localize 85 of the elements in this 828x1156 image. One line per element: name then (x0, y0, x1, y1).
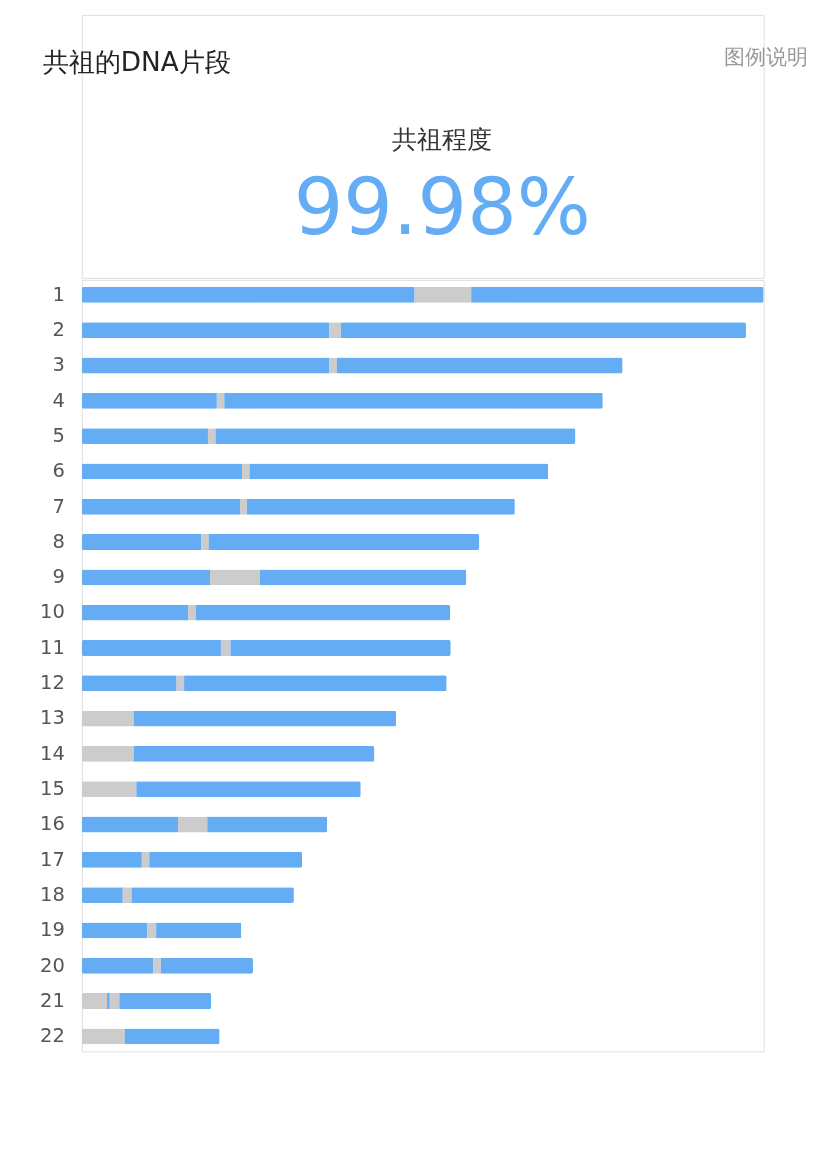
bar (81, 569, 211, 586)
bar (184, 675, 447, 692)
bar (133, 710, 397, 727)
y-tick-label: 5 (52, 423, 65, 447)
y-tick-label: 8 (52, 529, 65, 553)
bar (81, 993, 108, 1009)
bar (81, 357, 330, 374)
bar (81, 1028, 125, 1045)
bar (471, 286, 764, 303)
bar (220, 640, 231, 656)
bar (122, 887, 132, 904)
bar (242, 463, 250, 480)
y-tick-label: 2 (52, 318, 65, 342)
chart-title: 共祖的DNA片段 (42, 47, 231, 78)
bar (81, 534, 202, 550)
bar (329, 322, 341, 339)
bar (340, 322, 746, 339)
bar (329, 357, 337, 374)
bar (81, 957, 154, 974)
text: 共祖程度 (392, 124, 493, 155)
bar (107, 993, 110, 1009)
bar (246, 498, 515, 515)
bar (149, 851, 303, 868)
bar (133, 745, 375, 762)
bar (81, 286, 415, 303)
bar (215, 428, 576, 445)
bar (109, 993, 120, 1009)
y-tick-label: 12 (40, 671, 65, 695)
y-tick-label: 22 (40, 1024, 65, 1048)
bar (177, 816, 208, 833)
text: 99.98% (293, 162, 591, 253)
y-tick-label: 17 (40, 847, 65, 871)
bar (131, 887, 294, 904)
bar (81, 816, 178, 833)
y-tick-label: 10 (40, 600, 65, 624)
bar (81, 675, 177, 692)
y-tick-label: 13 (40, 706, 65, 730)
bar (188, 604, 196, 621)
y-tick-label: 4 (52, 388, 65, 412)
bar (207, 816, 328, 833)
y-tick-label: 15 (40, 777, 65, 801)
bar (81, 851, 142, 868)
text: 图例说明 (723, 43, 808, 69)
y-tick-label: 16 (40, 812, 65, 836)
y-tick-label: 18 (40, 882, 65, 906)
bar (81, 498, 241, 515)
bar (195, 604, 451, 621)
bar (81, 322, 330, 339)
y-tick-label: 7 (52, 494, 65, 518)
y-tick-label: 1 (52, 282, 65, 306)
bar (81, 922, 148, 939)
y-tick-label: 20 (40, 953, 65, 977)
bar (156, 922, 242, 939)
bar (249, 463, 549, 480)
bar (414, 286, 472, 303)
bar (240, 498, 247, 515)
bar (81, 640, 221, 656)
bar (124, 1028, 220, 1045)
bar (81, 745, 134, 762)
bar (160, 957, 253, 974)
y-tick-label: 21 (40, 988, 65, 1012)
bar (259, 569, 467, 586)
bar (81, 710, 134, 727)
bar (201, 534, 209, 550)
bar (208, 534, 480, 550)
bar (81, 392, 217, 409)
y-tick-label: 11 (40, 635, 65, 659)
bar (147, 922, 157, 939)
y-tick-label: 14 (40, 741, 65, 765)
y-tick-label: 3 (52, 353, 65, 377)
bar (136, 781, 361, 798)
bar (153, 957, 161, 974)
bar (81, 781, 137, 798)
bar (230, 640, 451, 656)
bar (81, 463, 243, 480)
bar (210, 569, 260, 586)
y-tick-label: 9 (52, 565, 65, 589)
bar (81, 887, 123, 904)
bar (224, 392, 603, 409)
y-tick-label: 6 (52, 459, 65, 483)
y-tick-label: 19 (40, 918, 65, 942)
bar (81, 604, 189, 621)
bar (336, 357, 623, 374)
bar (119, 993, 212, 1009)
bar (81, 428, 208, 445)
